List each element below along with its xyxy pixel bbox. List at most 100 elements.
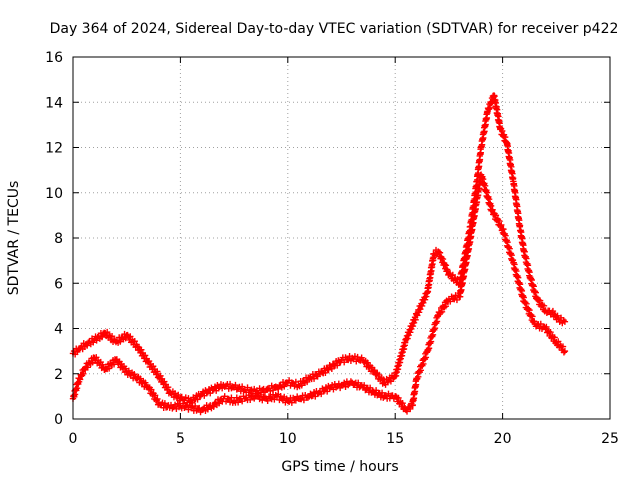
data-point-interp — [207, 389, 214, 397]
data-point-interp — [526, 306, 533, 314]
data-point-interp — [446, 270, 454, 278]
data-point-interp — [369, 387, 376, 395]
data-point-interp — [511, 261, 518, 268]
y-tick-label: 16 — [45, 50, 63, 66]
data-point-interp — [175, 391, 182, 399]
x-tick-label: 10 — [279, 431, 297, 447]
data-point-interp — [394, 365, 402, 373]
data-point-interp — [83, 342, 91, 349]
data-point-interp — [396, 359, 404, 366]
x-tick-label: 20 — [494, 431, 512, 447]
data-point-interp — [427, 338, 435, 345]
data-point-interp — [303, 378, 311, 386]
data-point-interp — [436, 249, 444, 256]
data-point-interp — [431, 324, 439, 332]
y-tick-label: 10 — [45, 186, 63, 202]
data-point-interp — [556, 342, 564, 349]
data-point-interp — [399, 399, 406, 407]
data-point-interp — [138, 346, 145, 353]
data-point-interp — [108, 332, 116, 340]
x-axis-label: GPS time / hours — [281, 459, 398, 475]
data-point-interp — [215, 400, 223, 407]
data-point-interp — [93, 337, 100, 344]
data-point-interp — [151, 392, 159, 399]
data-point-interp — [528, 276, 535, 284]
chart-title: Day 364 of 2024, Sidereal Day-to-day VTE… — [50, 21, 619, 37]
grid-lines — [73, 57, 610, 419]
data-point-interp — [395, 394, 402, 402]
data-point-interp — [516, 281, 524, 288]
data-point-interp — [161, 400, 169, 407]
data-point-interp — [438, 308, 446, 316]
data-point-interp — [171, 390, 179, 397]
y-tick-label: 0 — [54, 412, 63, 428]
data-point-interp — [392, 372, 400, 380]
data-point-interp — [547, 328, 554, 336]
data-point-interp — [210, 403, 217, 410]
data-point-interp — [127, 333, 134, 340]
data-point-interp — [543, 323, 550, 331]
data-point-interp — [536, 297, 544, 304]
data-point-interp — [442, 262, 450, 269]
data-point — [561, 318, 569, 325]
data-point-interp — [532, 289, 539, 296]
data-point — [561, 347, 569, 355]
data-point-interp — [530, 283, 537, 290]
y-tick-label: 12 — [45, 141, 63, 157]
data-point-interp — [555, 338, 562, 345]
data-point-interp — [105, 365, 113, 372]
data-point-interp — [247, 396, 254, 404]
y-tick-label: 6 — [54, 276, 63, 292]
data-point-interp — [322, 369, 329, 377]
data-point-interp — [234, 399, 242, 406]
data-point-interp — [404, 335, 411, 342]
data-point-interp — [551, 334, 558, 341]
data-point-interp — [498, 221, 505, 229]
data-point-interp — [407, 405, 414, 413]
data-point-interp — [549, 307, 557, 315]
x-tick-label: 15 — [386, 431, 404, 447]
data-point-interp — [486, 104, 494, 111]
data-point-interp — [105, 332, 113, 339]
data-point-interp — [334, 362, 341, 369]
data-point-interp — [442, 302, 450, 310]
data-points — [69, 92, 569, 416]
data-point-interp — [347, 378, 355, 385]
data-point-interp — [400, 345, 408, 353]
data-point-interp — [378, 389, 386, 396]
data-point-interp — [125, 367, 133, 375]
data-point-interp — [304, 394, 312, 401]
data-point-interp — [351, 380, 358, 388]
data-point-interp — [98, 333, 106, 341]
data-point-interp — [328, 365, 336, 373]
data-point-interp — [355, 379, 362, 387]
data-point-interp — [84, 364, 91, 371]
data-point-interp — [559, 343, 567, 350]
data-point-interp — [529, 313, 536, 320]
data-point-interp — [275, 385, 282, 393]
data-point-interp — [131, 371, 138, 378]
data-point-interp — [409, 322, 417, 330]
data-point-interp — [418, 302, 426, 310]
series-2 — [69, 171, 569, 416]
data-point-interp — [398, 352, 406, 359]
data-point-interp — [415, 309, 423, 316]
data-point-interp — [421, 296, 429, 303]
data-point-interp — [288, 379, 296, 386]
data-point-interp — [429, 331, 437, 339]
data-point-interp — [281, 383, 288, 390]
data-point-interp — [407, 329, 414, 336]
data-point-interp — [298, 382, 305, 389]
data-point-interp — [148, 386, 155, 393]
data-point-interp — [518, 287, 526, 295]
y-tick-label: 14 — [45, 95, 63, 111]
data-point-interp — [307, 374, 314, 381]
y-tick-label: 4 — [54, 322, 63, 338]
data-point-interp — [451, 274, 458, 282]
data-point-interp — [523, 300, 530, 308]
data-point-interp — [560, 349, 568, 356]
data-point-interp — [164, 384, 172, 391]
y-tick-label: 2 — [54, 367, 63, 383]
data-point-interp — [360, 382, 368, 389]
